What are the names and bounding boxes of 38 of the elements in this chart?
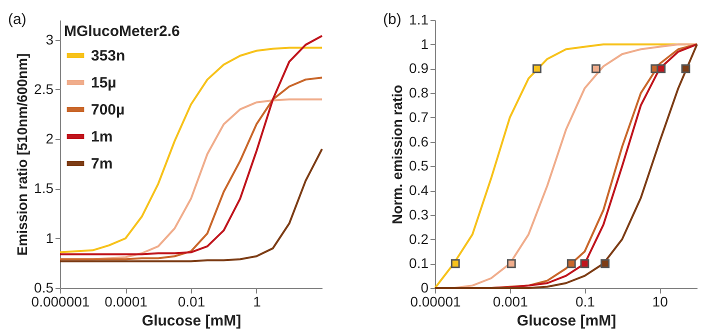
y-tick-label: 0.6 — [409, 133, 429, 150]
y-tick-label: 1 — [46, 230, 54, 246]
y-tick-label: 0.2 — [409, 230, 429, 247]
legend-label: 1m — [91, 128, 113, 146]
y-tick-label: 0.9 — [409, 60, 429, 76]
y-tick-label: 0 — [420, 280, 429, 296]
legend-label: 353n — [91, 48, 126, 64]
y-tick-label: 0.4 — [409, 182, 429, 198]
y-tick-label: 2 — [46, 130, 54, 147]
y-tick-label: 3 — [46, 31, 54, 48]
x-tick-label: 1 — [253, 294, 262, 310]
x-axis-title: Glucose [mM] — [516, 312, 616, 330]
x-tick-label: 0.000001 — [31, 294, 90, 310]
x-tick-label: 0.01 — [178, 294, 206, 310]
text: (a) — [8, 11, 26, 28]
y-tick-label: 0.8 — [409, 84, 429, 101]
legend-label: 700µ — [91, 102, 125, 118]
y-tick-label: 0.5 — [34, 280, 54, 296]
y-tick-label: 0.3 — [409, 206, 429, 222]
y-tick-label: 1.1 — [409, 12, 429, 28]
y-tick-label: 2.5 — [34, 80, 54, 97]
x-tick-label: 0.00001 — [410, 294, 462, 310]
y-tick-label: 1 — [420, 36, 429, 52]
legend-title: MGlucoMeter2.6 — [64, 23, 180, 40]
y-axis-title: Norm. emission ratio — [389, 84, 406, 224]
x-axis-title: Glucose [mM] — [142, 312, 242, 330]
y-tick-label: 0.7 — [409, 108, 429, 125]
y-tick-label: 0.5 — [409, 158, 429, 174]
text: (b) — [383, 11, 402, 28]
y-axis-title: Emission ratio [510nm/600nm] — [14, 53, 30, 256]
x-tick-label: 0.0001 — [104, 294, 148, 310]
x-tick-label: 10 — [652, 294, 668, 310]
x-tick-label: 0.1 — [575, 294, 596, 310]
y-tick-label: 1.5 — [34, 180, 54, 196]
x-tick-label: 0.001 — [492, 294, 528, 310]
legend-label: 7m — [91, 156, 113, 172]
y-tick-label: 0.1 — [409, 255, 429, 272]
legend-label: 15µ — [91, 74, 116, 92]
